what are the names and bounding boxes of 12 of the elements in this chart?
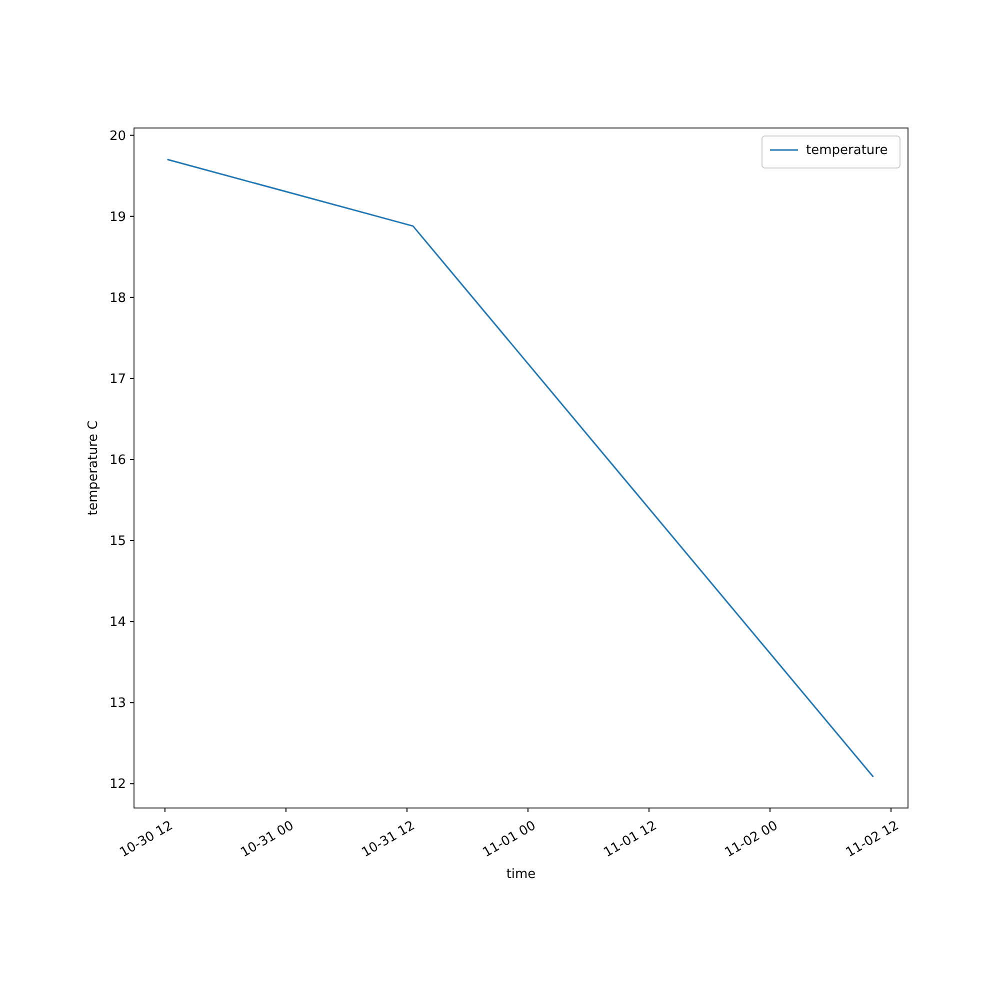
y-tick-label: 15: [109, 534, 126, 550]
y-tick-label: 20: [109, 128, 126, 144]
y-tick-label: 14: [109, 615, 126, 630]
y-tick-label: 18: [109, 290, 126, 306]
y-tick-label: 13: [109, 696, 126, 712]
y-tick-label: 16: [109, 453, 126, 468]
y-axis-title: temperature C: [86, 420, 101, 516]
legend-label: temperature: [806, 143, 888, 158]
y-tick-label: 19: [109, 210, 126, 225]
y-tick-label: 17: [109, 372, 126, 387]
x-axis-title: time: [506, 867, 536, 882]
y-tick-label: 12: [109, 777, 126, 792]
